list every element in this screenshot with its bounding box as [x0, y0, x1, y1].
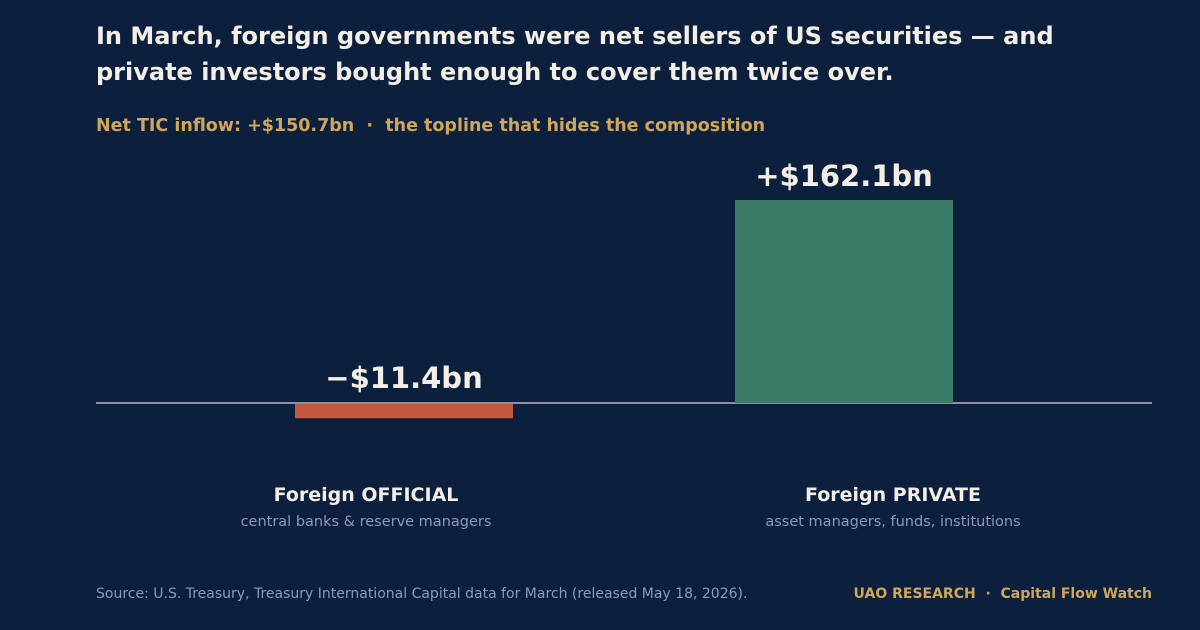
bar-foreign-private	[735, 200, 953, 403]
category-label-foreign-private: Foreign PRIVATE	[805, 484, 981, 506]
chart-title: In March, foreign governments were net s…	[96, 22, 1054, 86]
source-note: Source: U.S. Treasury, Treasury Internat…	[96, 586, 748, 602]
category-description-foreign-official: central banks & reserve managers	[241, 514, 492, 530]
category-label-foreign-official: Foreign OFFICIAL	[274, 484, 459, 506]
value-label-foreign-official: −$11.4bn	[325, 361, 482, 395]
chart-subtitle: Net TIC inflow: +$150.7bn · the topline …	[96, 116, 766, 136]
brand-label: UAO RESEARCH · Capital Flow Watch	[853, 586, 1152, 602]
value-label-foreign-private: +$162.1bn	[755, 159, 933, 193]
bar-foreign-official	[295, 404, 513, 419]
category-description-foreign-private: asset managers, funds, institutions	[765, 514, 1020, 530]
